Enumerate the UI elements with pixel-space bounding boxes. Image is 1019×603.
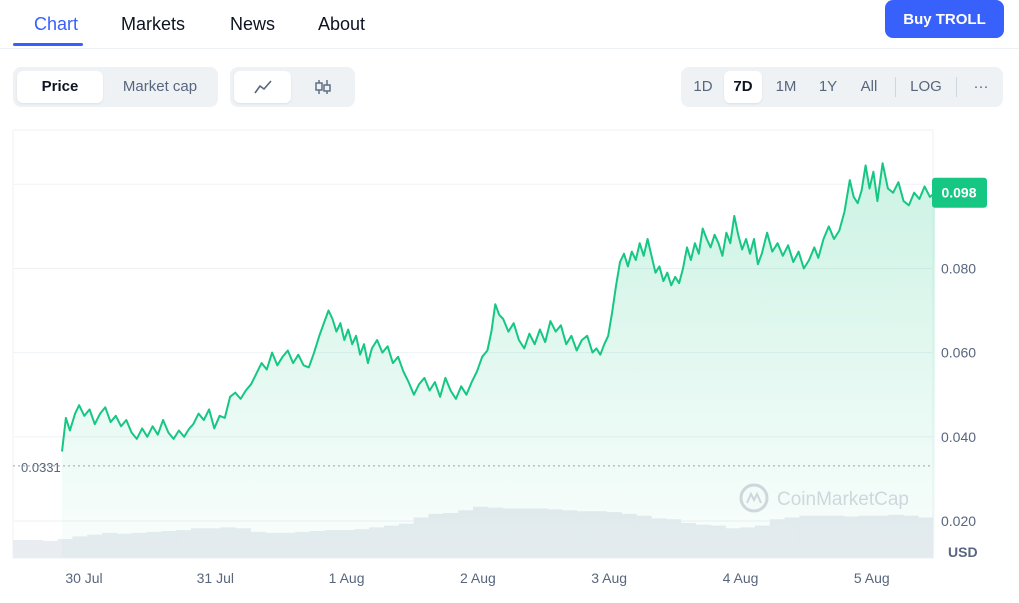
more-options-button[interactable]: ···: [963, 71, 999, 103]
price-chart-svg: 0.0331 0.020 0.040 0.060 0.080 0.098 USD 30…: [12, 129, 987, 586]
tab-markets[interactable]: Markets: [121, 14, 186, 34]
x-axis-tick-label: 4 Aug: [723, 570, 759, 586]
log-scale-button[interactable]: LOG: [910, 78, 942, 95]
time-range-toggle: 1D 7D 1M 1Y All LOG ···: [681, 67, 1003, 107]
chart-style-toggle: [230, 67, 355, 107]
price-line: [61, 162, 936, 452]
watermark-text: CoinMarketCap: [777, 489, 909, 510]
range-divider: [956, 77, 957, 97]
cmc-logo-mark: [746, 491, 762, 504]
current-price-label: 0.098: [941, 185, 976, 201]
range-divider: [895, 77, 896, 97]
volume-bar: [42, 540, 59, 558]
range-all-button[interactable]: All: [860, 78, 878, 95]
y-axis-tick-label: 0.080: [941, 260, 976, 276]
line-chart-button[interactable]: [234, 71, 291, 103]
start-price-label: 0.0331: [21, 460, 61, 475]
active-tab-indicator: [13, 43, 83, 46]
tab-chart[interactable]: Chart: [34, 14, 79, 34]
y-axis-tick-label: 0.060: [941, 345, 976, 361]
top-tab-bar: Chart Markets News About: [0, 0, 1019, 49]
buy-troll-button[interactable]: Buy TROLL: [885, 0, 1004, 38]
range-7d-button[interactable]: 7D: [724, 71, 762, 103]
x-axis-tick-label: 30 Jul: [65, 570, 102, 586]
y-axis-tick-label: 0.040: [941, 429, 976, 445]
cmc-logo-icon: [739, 483, 769, 513]
volume-bar: [27, 540, 44, 558]
x-axis-tick-label: 2 Aug: [460, 570, 496, 586]
range-1m-button[interactable]: 1M: [775, 78, 797, 95]
x-axis-tick-label: 1 Aug: [329, 570, 365, 586]
price-toggle-button[interactable]: Price: [17, 71, 103, 103]
range-1d-button[interactable]: 1D: [693, 78, 713, 95]
price-area-fill: [62, 163, 936, 558]
candlestick-icon: [314, 80, 331, 94]
currency-unit-label: USD: [948, 544, 978, 560]
current-price-badge: [932, 177, 987, 208]
x-axis-tick-label: 31 Jul: [197, 570, 234, 586]
x-axis-tick-label: 5 Aug: [854, 570, 890, 586]
line-chart-icon: [253, 80, 272, 94]
x-axis-tick-label: 3 Aug: [591, 570, 627, 586]
candlestick-button[interactable]: [294, 71, 351, 103]
coinmarketcap-watermark: CoinMarketCap: [739, 483, 909, 513]
y-axis-tick-label: 0.020: [941, 513, 976, 529]
more-horizontal-icon: ···: [973, 78, 989, 95]
price-chart[interactable]: 0.0331 0.020 0.040 0.060 0.080 0.098 USD 30…: [0, 120, 1019, 598]
volume-bar: [13, 540, 29, 558]
market-cap-toggle-button[interactable]: Market cap: [122, 78, 198, 95]
metric-toggle: Price Market cap: [13, 67, 218, 107]
tab-about[interactable]: About: [318, 14, 366, 34]
range-1y-button[interactable]: 1Y: [818, 78, 838, 95]
tab-news[interactable]: News: [230, 14, 276, 34]
